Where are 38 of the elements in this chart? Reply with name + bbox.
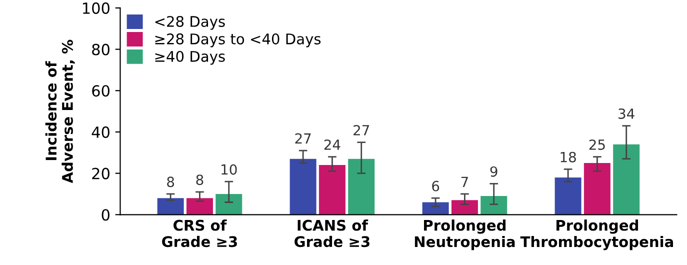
data-label: 25 [589,139,605,150]
data-label: 6 [432,180,440,192]
bar [554,177,582,215]
data-label: 8 [167,176,174,188]
bar [290,158,316,215]
bar [451,200,478,215]
data-label: 18 [560,152,576,162]
bar [186,198,213,215]
data-label: 24 [324,139,340,150]
data-label: 27 [354,124,370,136]
legend-label: <28 Days [155,16,225,30]
data-label: 8 [196,174,204,186]
bar [348,158,375,215]
x-tick-label: CRS of Grade ≥3 [162,220,237,248]
bar [422,202,449,215]
data-label: 9 [490,166,498,177]
y-tick-label: 80 [92,44,110,56]
y-tick-label: 100 [83,2,110,14]
bar [318,165,346,215]
y-axis-title: Incidence of Adverse Event, % [45,40,75,184]
y-tick-label: 20 [92,168,110,180]
data-label: 10 [222,164,237,175]
x-tick-label: Prolonged Thrombocytopenia [520,220,673,250]
bar [584,162,610,215]
x-tick-label: ICANS of Grade ≥3 [294,220,370,248]
x-tick-label: Prolonged Neutropenia [414,220,515,250]
y-tick-label: 60 [92,85,110,97]
data-label: 34 [618,108,634,119]
y-tick-label: 0 [102,209,110,221]
bar [480,196,508,215]
legend-label: ≥28 Days to <40 Days [155,33,321,48]
data-label: 7 [461,176,468,187]
legend-label: ≥40 Days [155,50,225,65]
bar [613,144,640,215]
bar [216,194,242,215]
y-tick-label: 40 [92,126,110,138]
bar [157,198,184,215]
data-label: 27 [295,133,311,144]
